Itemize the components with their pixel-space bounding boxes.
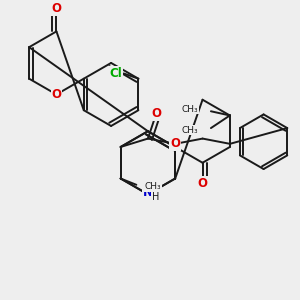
Text: H: H [152,192,159,203]
Text: CH₃: CH₃ [145,182,161,191]
Text: O: O [51,88,62,101]
Text: O: O [151,107,161,120]
Text: N: N [143,186,153,199]
Text: O: O [170,137,180,150]
Text: O: O [197,177,208,190]
Text: O: O [51,2,62,15]
Text: CH₃: CH₃ [182,105,198,114]
Text: CH₃: CH₃ [182,126,198,135]
Text: Cl: Cl [109,67,122,80]
